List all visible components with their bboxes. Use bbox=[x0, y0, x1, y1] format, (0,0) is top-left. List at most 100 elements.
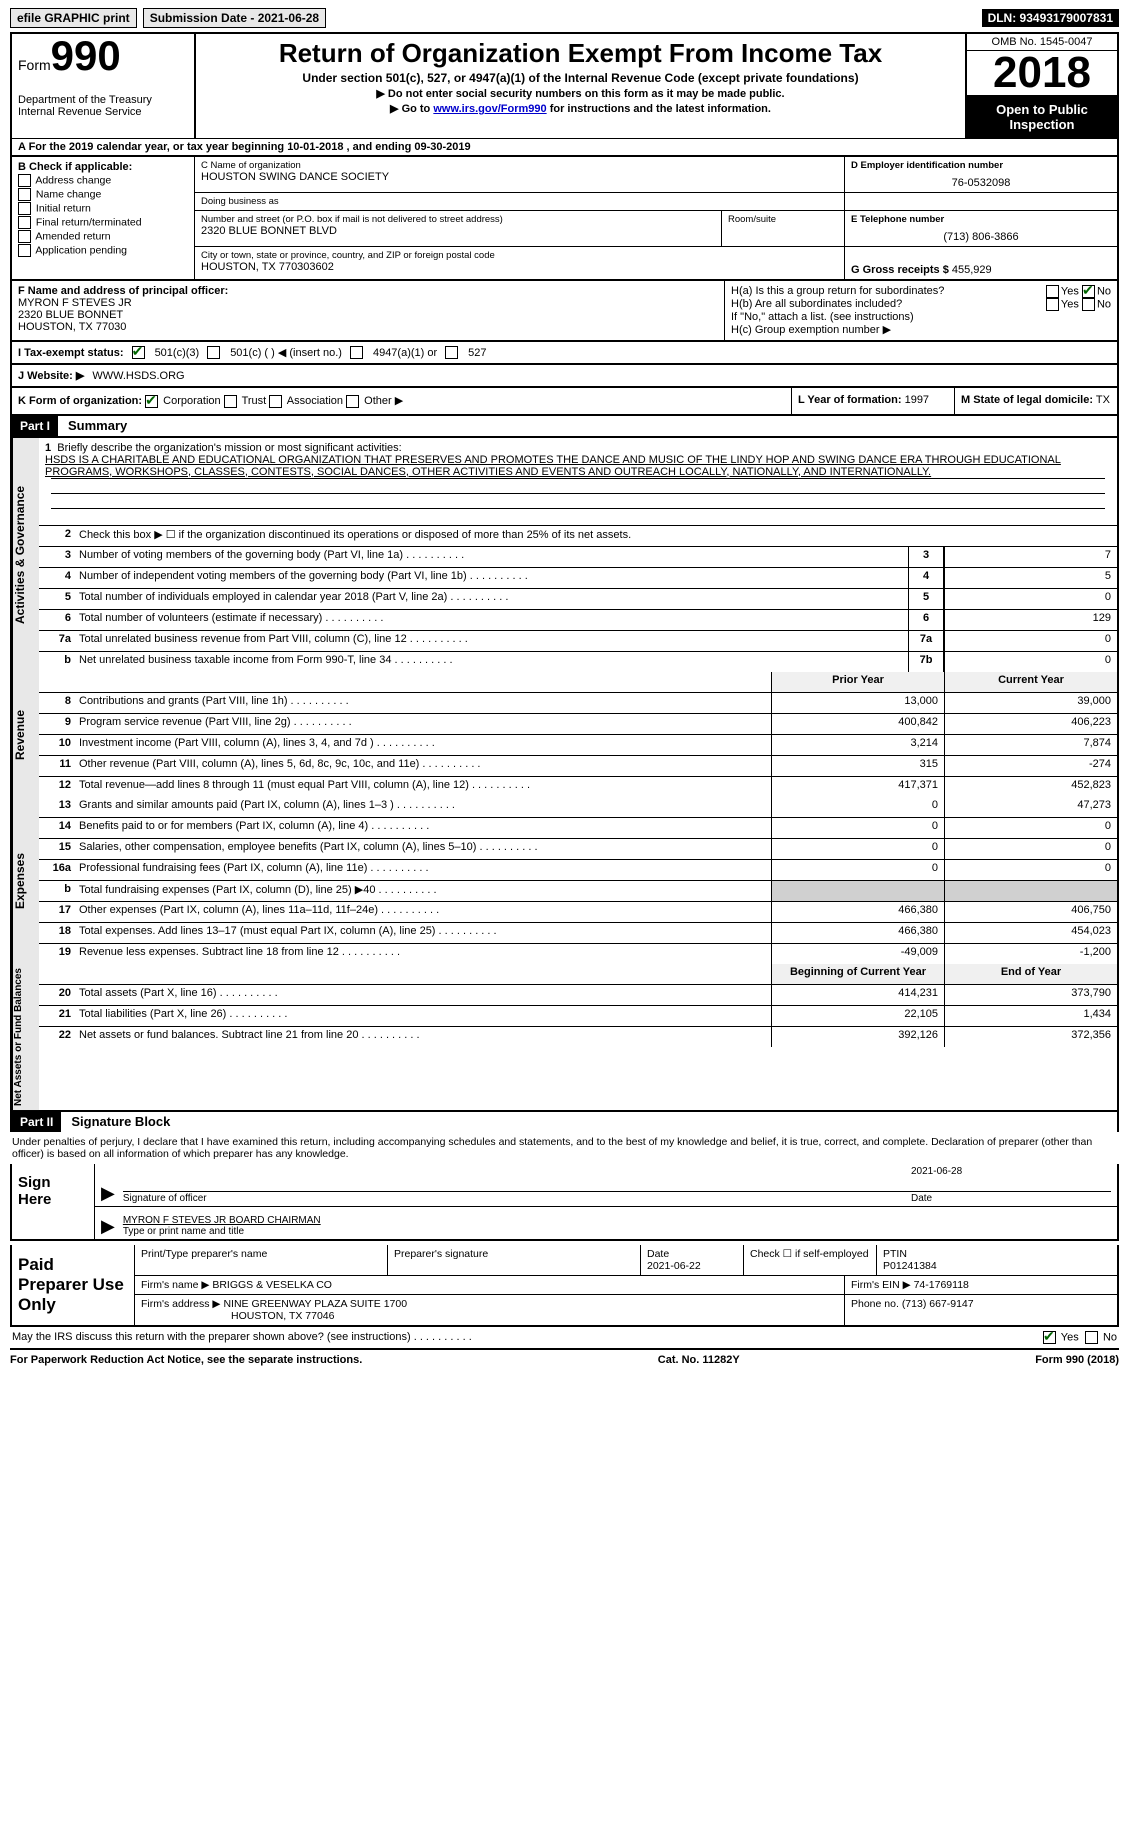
table-row: 8Contributions and grants (Part VIII, li… bbox=[39, 693, 1117, 714]
lbl-assoc: Association bbox=[287, 395, 343, 407]
box-d-spacer bbox=[845, 193, 1117, 211]
table-row: 21Total liabilities (Part X, line 26)22,… bbox=[39, 1006, 1117, 1027]
form-number: 990 bbox=[51, 32, 121, 79]
table-row: 7aTotal unrelated business revenue from … bbox=[39, 631, 1117, 652]
chk-discuss-no[interactable] bbox=[1085, 1331, 1098, 1344]
col-cdefg: C Name of organization HOUSTON SWING DAN… bbox=[195, 157, 1117, 279]
chk-ha-yes[interactable] bbox=[1046, 285, 1059, 298]
val-org-name: HOUSTON SWING DANCE SOCIETY bbox=[201, 171, 838, 183]
sub3-pre: ▶ Go to bbox=[390, 103, 433, 115]
val-officer-name: MYRON F STEVES JR bbox=[18, 297, 718, 309]
form990-link[interactable]: www.irs.gov/Form990 bbox=[433, 103, 546, 115]
chk-4947[interactable] bbox=[350, 346, 363, 359]
chk-corp[interactable] bbox=[145, 395, 158, 408]
lbl-dba: Doing business as bbox=[201, 196, 838, 207]
chk-trust[interactable] bbox=[224, 395, 237, 408]
chk-name-change[interactable] bbox=[18, 188, 31, 201]
box-c-city: City or town, state or province, country… bbox=[195, 247, 845, 279]
box-g: G Gross receipts $ 455,929 bbox=[845, 247, 1117, 279]
prep-selfemp: Check ☐ if self-employed bbox=[744, 1245, 877, 1275]
dept-treasury: Department of the Treasury Internal Reve… bbox=[18, 94, 188, 118]
footer-mid: Cat. No. 11282Y bbox=[658, 1354, 740, 1366]
part1-label: Part I bbox=[12, 416, 58, 436]
lbl-discuss-no: No bbox=[1103, 1331, 1117, 1343]
lbl-4947: 4947(a)(1) or bbox=[373, 347, 437, 359]
governance-table: Activities & Governance 1 Briefly descri… bbox=[10, 436, 1119, 672]
prep-ptin: PTINP01241384 bbox=[877, 1245, 1117, 1275]
lbl-hb-no: No bbox=[1097, 298, 1111, 310]
signature-block: Sign Here ▶ Signature of officer 2021-06… bbox=[10, 1164, 1119, 1241]
header-center: Return of Organization Exempt From Incom… bbox=[196, 34, 965, 138]
chk-hb-no[interactable] bbox=[1082, 298, 1095, 311]
val-officer-street: 2320 BLUE BONNET bbox=[18, 309, 718, 321]
submission-date: Submission Date - 2021-06-28 bbox=[143, 8, 326, 28]
header-sub3: ▶ Go to www.irs.gov/Form990 for instruct… bbox=[202, 102, 959, 115]
box-klm: K Form of organization: Corporation Trus… bbox=[10, 386, 1119, 414]
prep-firm-phone: Phone no. (713) 667-9147 bbox=[845, 1295, 1117, 1325]
footer-left: For Paperwork Reduction Act Notice, see … bbox=[10, 1354, 362, 1366]
footer-right: Form 990 (2018) bbox=[1035, 1354, 1119, 1366]
efile-button[interactable]: efile GRAPHIC print bbox=[10, 8, 137, 28]
box-b: B Check if applicable: Address change Na… bbox=[12, 157, 195, 279]
table-row: 14Benefits paid to or for members (Part … bbox=[39, 818, 1117, 839]
open-public-badge: Open to Public Inspection bbox=[967, 96, 1117, 138]
lbl-ha: H(a) Is this a group return for subordin… bbox=[731, 285, 944, 298]
chk-final-return[interactable] bbox=[18, 216, 31, 229]
box-k: K Form of organization: Corporation Trus… bbox=[12, 388, 791, 414]
val-street: 2320 BLUE BONNET BLVD bbox=[201, 225, 715, 237]
expenses-table: Expenses 13Grants and similar amounts pa… bbox=[10, 797, 1119, 964]
chk-hb-yes[interactable] bbox=[1046, 298, 1059, 311]
chk-501c[interactable] bbox=[207, 346, 220, 359]
table-row: 20Total assets (Part X, line 16)414,2313… bbox=[39, 985, 1117, 1006]
box-h: H(a) Is this a group return for subordin… bbox=[725, 281, 1117, 340]
netassets-table: Net Assets or Fund Balances Beginning of… bbox=[10, 964, 1119, 1112]
chk-assoc[interactable] bbox=[269, 395, 282, 408]
part2-header: Part II Signature Block bbox=[10, 1112, 1119, 1132]
val-gross: 455,929 bbox=[952, 264, 992, 276]
part2-label: Part II bbox=[12, 1112, 61, 1132]
box-e: E Telephone number (713) 806-3866 bbox=[845, 211, 1117, 247]
box-c-street-row: Number and street (or P.O. box if mail i… bbox=[195, 211, 845, 247]
chk-527[interactable] bbox=[445, 346, 458, 359]
sig-date-val: 2021-06-28 bbox=[911, 1166, 1111, 1177]
lbl-website: J Website: ▶ bbox=[18, 369, 84, 382]
hdr-end-year: End of Year bbox=[944, 964, 1117, 984]
lbl-ein: D Employer identification number bbox=[851, 160, 1111, 171]
chk-amended[interactable] bbox=[18, 230, 31, 243]
table-row: 15Salaries, other compensation, employee… bbox=[39, 839, 1117, 860]
table-row: 5Total number of individuals employed in… bbox=[39, 589, 1117, 610]
form-header: Form990 Department of the Treasury Inter… bbox=[10, 32, 1119, 138]
part1-title: Summary bbox=[58, 418, 127, 433]
chk-address-change[interactable] bbox=[18, 174, 31, 187]
lbl-501c: 501(c) ( ) ◀ (insert no.) bbox=[230, 346, 342, 359]
sign-here-label: Sign Here bbox=[12, 1164, 95, 1239]
lbl-phone: E Telephone number bbox=[851, 214, 1111, 225]
preparer-title: Paid Preparer Use Only bbox=[12, 1245, 135, 1325]
tab-governance: Activities & Governance bbox=[12, 438, 39, 672]
chk-ha-no[interactable] bbox=[1082, 285, 1095, 298]
chk-other-org[interactable] bbox=[346, 395, 359, 408]
mission-label: Briefly describe the organization's miss… bbox=[57, 442, 401, 454]
dln-label: DLN: 93493179007831 bbox=[982, 9, 1119, 27]
preparer-block: Paid Preparer Use Only Print/Type prepar… bbox=[10, 1245, 1119, 1327]
chk-application-pending[interactable] bbox=[18, 244, 31, 257]
hdr-prior-year: Prior Year bbox=[771, 672, 944, 692]
mission-text: HSDS IS A CHARITABLE AND EDUCATIONAL ORG… bbox=[45, 454, 1061, 478]
sig-date-label: Date bbox=[911, 1191, 1111, 1204]
prep-date: Date2021-06-22 bbox=[641, 1245, 744, 1275]
chk-discuss-yes[interactable] bbox=[1043, 1331, 1056, 1344]
lbl-other-org: Other ▶ bbox=[364, 395, 403, 407]
chk-initial-return[interactable] bbox=[18, 202, 31, 215]
lbl-501c3: 501(c)(3) bbox=[155, 347, 200, 359]
sub3-post: for instructions and the latest informat… bbox=[547, 103, 771, 115]
form-990-page: efile GRAPHIC print Submission Date - 20… bbox=[0, 0, 1129, 1378]
footer: For Paperwork Reduction Act Notice, see … bbox=[10, 1350, 1119, 1370]
lbl-name-change: Name change bbox=[36, 188, 101, 200]
table-row: bNet unrelated business taxable income f… bbox=[39, 652, 1117, 672]
tab-revenue: Revenue bbox=[12, 672, 39, 797]
lbl-final-return: Final return/terminated bbox=[36, 216, 142, 228]
chk-501c3[interactable] bbox=[132, 346, 145, 359]
val-domicile: TX bbox=[1096, 394, 1110, 406]
table-row: 13Grants and similar amounts paid (Part … bbox=[39, 797, 1117, 818]
perjury-text: Under penalties of perjury, I declare th… bbox=[10, 1132, 1119, 1164]
